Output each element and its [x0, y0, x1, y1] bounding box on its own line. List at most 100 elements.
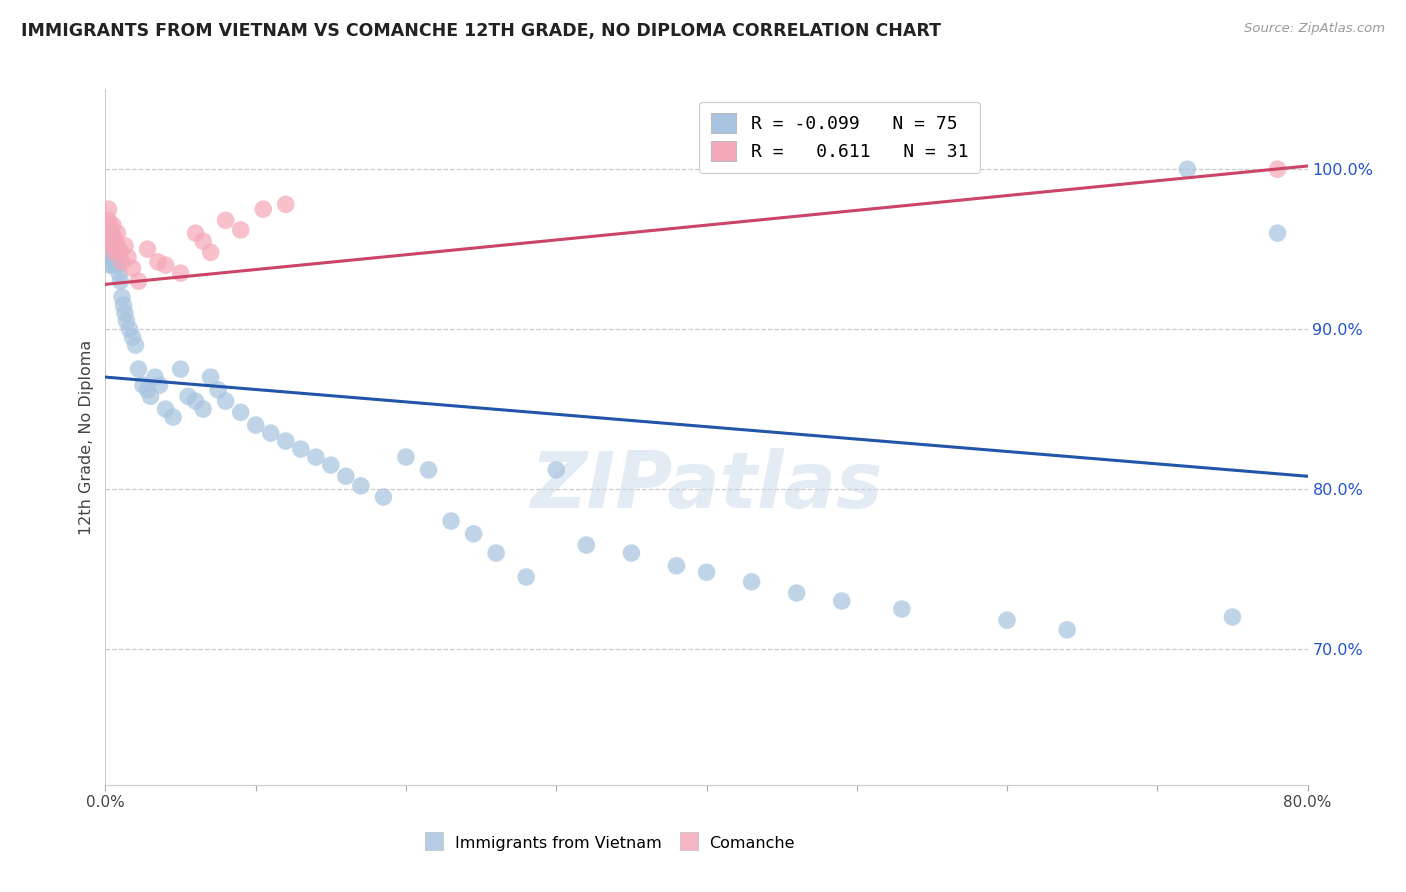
- Point: [111, 290, 134, 304]
- Point: [169, 362, 191, 376]
- Point: [207, 383, 229, 397]
- Point: [97, 242, 120, 256]
- Point: [177, 389, 200, 403]
- Point: [229, 223, 252, 237]
- Point: [104, 234, 127, 248]
- Point: [741, 574, 763, 589]
- Point: [108, 242, 131, 256]
- Point: [373, 490, 395, 504]
- Point: [155, 402, 177, 417]
- Point: [229, 405, 252, 419]
- Point: [98, 250, 121, 264]
- Point: [98, 234, 121, 248]
- Point: [136, 383, 159, 397]
- Point: [418, 463, 440, 477]
- Point: [395, 450, 418, 464]
- Point: [274, 197, 297, 211]
- Point: [184, 226, 207, 240]
- Point: [162, 410, 184, 425]
- Point: [96, 242, 118, 256]
- Point: [97, 213, 120, 227]
- Point: [107, 226, 129, 240]
- Point: [97, 250, 120, 264]
- Point: [112, 298, 135, 312]
- Text: ZIPatlas: ZIPatlas: [530, 448, 883, 524]
- Point: [101, 218, 124, 232]
- Point: [103, 248, 125, 262]
- Point: [146, 255, 169, 269]
- Point: [101, 250, 124, 264]
- Point: [191, 402, 214, 417]
- Point: [98, 258, 121, 272]
- Point: [546, 463, 568, 477]
- Point: [440, 514, 463, 528]
- Point: [115, 314, 138, 328]
- Point: [96, 234, 118, 248]
- Point: [108, 266, 131, 280]
- Point: [107, 258, 129, 272]
- Point: [103, 239, 125, 253]
- Point: [155, 258, 177, 272]
- Point: [100, 258, 122, 272]
- Point: [831, 594, 853, 608]
- Point: [1267, 162, 1289, 177]
- Point: [305, 450, 328, 464]
- Point: [191, 234, 214, 248]
- Point: [214, 394, 236, 409]
- Point: [100, 239, 122, 253]
- Point: [104, 255, 127, 269]
- Text: Source: ZipAtlas.com: Source: ZipAtlas.com: [1244, 22, 1385, 36]
- Point: [124, 338, 146, 352]
- Point: [111, 255, 134, 269]
- Point: [786, 586, 808, 600]
- Point: [128, 362, 150, 376]
- Point: [96, 226, 118, 240]
- Point: [136, 242, 159, 256]
- Point: [260, 426, 283, 441]
- Point: [128, 274, 150, 288]
- Point: [995, 613, 1018, 627]
- Point: [110, 274, 132, 288]
- Y-axis label: 12th Grade, No Diploma: 12th Grade, No Diploma: [79, 340, 94, 534]
- Point: [132, 378, 155, 392]
- Point: [97, 226, 120, 240]
- Point: [696, 566, 718, 580]
- Point: [101, 229, 124, 244]
- Point: [101, 234, 124, 248]
- Text: IMMIGRANTS FROM VIETNAM VS COMANCHE 12TH GRADE, NO DIPLOMA CORRELATION CHART: IMMIGRANTS FROM VIETNAM VS COMANCHE 12TH…: [21, 22, 941, 40]
- Point: [620, 546, 643, 560]
- Point: [290, 442, 312, 456]
- Point: [515, 570, 537, 584]
- Point: [114, 239, 136, 253]
- Point: [184, 394, 207, 409]
- Point: [463, 526, 485, 541]
- Point: [110, 245, 132, 260]
- Point: [121, 261, 143, 276]
- Point: [96, 250, 118, 264]
- Point: [575, 538, 598, 552]
- Point: [214, 213, 236, 227]
- Point: [274, 434, 297, 448]
- Point: [118, 322, 141, 336]
- Point: [100, 226, 122, 240]
- Point: [319, 458, 342, 472]
- Point: [98, 218, 121, 232]
- Point: [890, 602, 912, 616]
- Point: [97, 202, 120, 216]
- Point: [1175, 162, 1198, 177]
- Point: [143, 370, 166, 384]
- Point: [148, 378, 170, 392]
- Point: [485, 546, 508, 560]
- Legend: Immigrants from Vietnam, Comanche: Immigrants from Vietnam, Comanche: [419, 829, 801, 857]
- Point: [245, 418, 267, 433]
- Point: [117, 250, 139, 264]
- Point: [1222, 610, 1244, 624]
- Point: [97, 234, 120, 248]
- Point: [350, 479, 373, 493]
- Point: [200, 370, 222, 384]
- Point: [335, 469, 357, 483]
- Point: [665, 558, 688, 573]
- Point: [98, 229, 121, 244]
- Point: [114, 306, 136, 320]
- Point: [252, 202, 274, 216]
